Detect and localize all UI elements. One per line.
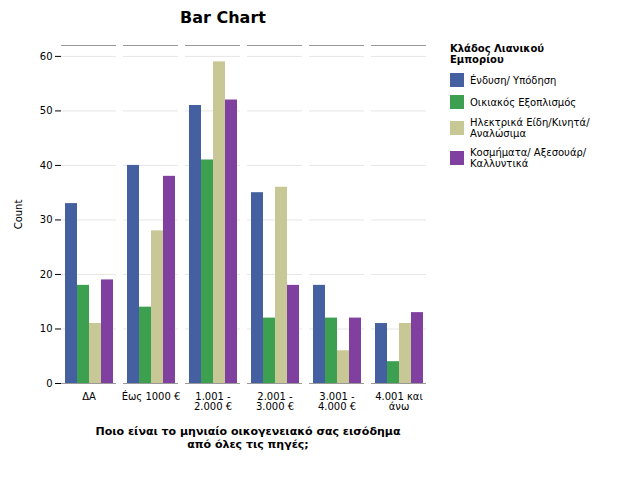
html-text:Éνδυση/ Υπόδηση: Éνδυση/ Υπόδηση [470, 74, 557, 86]
svg-text:50: 50 [40, 105, 53, 116]
html-text:Κλάδος Λιανικού Εμπορίου: Κλάδος Λιανικού Εμπορίου [450, 43, 544, 65]
svg-text:60: 60 [40, 51, 53, 62]
svg-text:3.001 -4.000 €: 3.001 -4.000 € [318, 391, 356, 412]
svg-text:Éως 1000 €: Éως 1000 € [122, 390, 181, 402]
svg-text:4.001 καιάνω: 4.001 καιάνω [375, 391, 423, 412]
svg-text:40: 40 [40, 160, 53, 171]
svg-text:Count: Count [13, 200, 24, 230]
svg-text:0: 0 [46, 378, 52, 389]
html-text:Ποιο είναι το μηνιαίο οικογενε: Ποιο είναι το μηνιαίο οικογενειακό σας ε… [95, 425, 401, 451]
html-text:Οικιακός Εξοπλισμός: Οικιακός Εξοπλισμός [470, 96, 577, 108]
svg-text:ΔΑ: ΔΑ [82, 391, 96, 402]
html-text:Ηλεκτρικά Είδη/Κινητά/ Αναλώσι: Ηλεκτρικά Είδη/Κινητά/ Αναλώσιμα [470, 117, 590, 139]
svg-text:30: 30 [40, 214, 53, 225]
svg-text:10: 10 [40, 323, 53, 334]
svg-text:1.001 -2.000 €: 1.001 -2.000 € [194, 391, 232, 412]
html-text:Bar Chart: Bar Chart [180, 8, 266, 27]
html-text:Κοσμήματα/ Αξεσουάρ/ Καλλυντικ: Κοσμήματα/ Αξεσουάρ/ Καλλυντικά [470, 147, 587, 169]
svg-text:2.001 -3.000 €: 2.001 -3.000 € [256, 391, 294, 412]
svg-text:20: 20 [40, 269, 53, 280]
